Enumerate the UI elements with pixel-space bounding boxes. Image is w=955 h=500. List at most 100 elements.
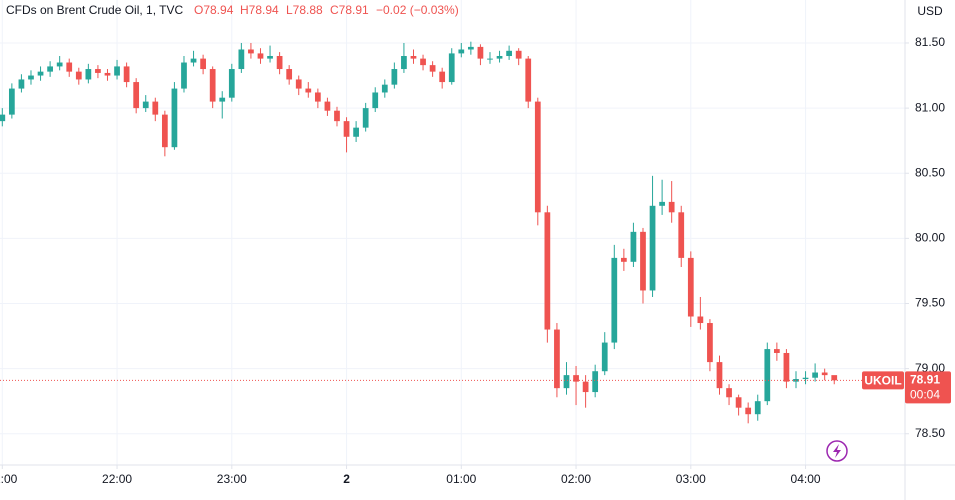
candle-body <box>783 352 790 382</box>
candle-body <box>726 388 732 398</box>
grid <box>0 0 905 465</box>
candle-body <box>152 101 159 115</box>
ticker-tag <box>862 371 904 390</box>
y-tick-label: 79.50 <box>915 296 945 310</box>
candle-body <box>85 69 92 80</box>
candle-body <box>18 79 25 89</box>
candle-body <box>439 71 446 83</box>
candle-body <box>37 71 44 76</box>
candle-body <box>812 372 818 378</box>
candle-body <box>592 371 599 393</box>
candle-body <box>831 375 838 381</box>
last-price: 78.91 <box>910 373 940 387</box>
candle-body <box>123 66 130 83</box>
candle-body <box>28 75 34 80</box>
candle-body <box>0 114 6 122</box>
candle-body <box>314 92 321 102</box>
candle-body <box>343 121 350 137</box>
candle-body <box>66 62 73 72</box>
x-tick-label: 2 <box>343 472 350 486</box>
candle-body <box>506 50 512 57</box>
candle-body <box>401 56 407 70</box>
candle-body <box>773 349 780 353</box>
candle-body <box>295 79 302 89</box>
x-tick-label: 23:00 <box>217 472 247 486</box>
candle-body <box>219 97 226 102</box>
candle-body <box>554 329 560 389</box>
candle-body <box>601 342 608 372</box>
candle-body <box>257 53 264 59</box>
candle-body <box>544 212 551 330</box>
price-tag <box>905 371 951 404</box>
ticker: UKOIL <box>864 374 901 388</box>
candle-body <box>286 69 293 80</box>
change: −0.02 (−0.03%) <box>376 3 459 17</box>
high: H78.94 <box>240 3 279 17</box>
candle-body <box>324 101 331 111</box>
candle-body <box>228 69 235 98</box>
close: C78.91 <box>330 3 369 17</box>
x-tick-label: 03:00 <box>676 472 706 486</box>
candle-body <box>764 349 771 402</box>
x-tick-label: 22:00 <box>102 472 132 486</box>
symbol: CFDs on Brent Crude Oil, 1, TVC <box>6 3 184 17</box>
candle-body <box>75 71 82 80</box>
candle-body <box>209 69 216 102</box>
candle-body <box>630 231 637 262</box>
lightning-icon[interactable] <box>826 440 848 462</box>
candle-body <box>56 62 63 67</box>
open: O78.94 <box>194 3 234 17</box>
candle-body <box>649 205 656 291</box>
y-tick-label: 81.50 <box>915 35 945 49</box>
candle-body <box>267 56 273 59</box>
candle-body <box>353 127 359 137</box>
candle-body <box>697 316 704 324</box>
candle-body <box>133 82 140 109</box>
candle-body <box>238 49 245 70</box>
candle-body <box>372 92 379 109</box>
candle-body <box>420 58 426 66</box>
x-tick-label: 02:00 <box>561 472 591 486</box>
candle-body <box>687 257 694 317</box>
x-tick-label: 04:00 <box>791 472 821 486</box>
legend: CFDs on Brent Crude Oil, 1, TVC O78.94 H… <box>6 3 459 17</box>
candle-body <box>659 201 665 206</box>
candle-body <box>611 257 618 343</box>
candle-body <box>248 49 254 54</box>
candle-body <box>477 46 484 59</box>
y-tick-label: 81.00 <box>915 100 945 114</box>
currency: USD <box>917 4 943 18</box>
countdown: 00:04 <box>910 388 940 402</box>
candle-body <box>745 407 752 415</box>
candle-body <box>114 66 120 76</box>
candle-body <box>467 46 474 50</box>
candle-body <box>381 84 388 93</box>
x-tick-label: 21:00 <box>0 472 18 486</box>
candle-body <box>171 88 178 148</box>
y-tick-label: 80.00 <box>915 231 945 245</box>
candle-body <box>735 397 742 408</box>
y-tick-label: 80.50 <box>915 165 945 179</box>
candle-body <box>515 50 522 59</box>
candle-body <box>458 49 465 54</box>
candle-body <box>161 114 168 148</box>
candle-body <box>448 53 455 83</box>
candle-body <box>487 58 493 60</box>
candle-body <box>716 362 723 389</box>
candle-body <box>802 377 809 380</box>
candle-body <box>391 69 398 85</box>
candle-body <box>95 69 101 73</box>
candle-body <box>534 101 541 213</box>
candle-body <box>429 65 436 72</box>
candle-body <box>821 372 828 376</box>
candle-body <box>563 375 570 389</box>
candle-body <box>104 72 111 76</box>
candle-body <box>47 66 53 72</box>
candle-body <box>525 58 532 102</box>
candles <box>0 41 838 424</box>
candle-body <box>305 88 312 93</box>
candle-body <box>362 108 369 128</box>
candle-body <box>334 110 340 122</box>
candle-body <box>200 58 206 70</box>
